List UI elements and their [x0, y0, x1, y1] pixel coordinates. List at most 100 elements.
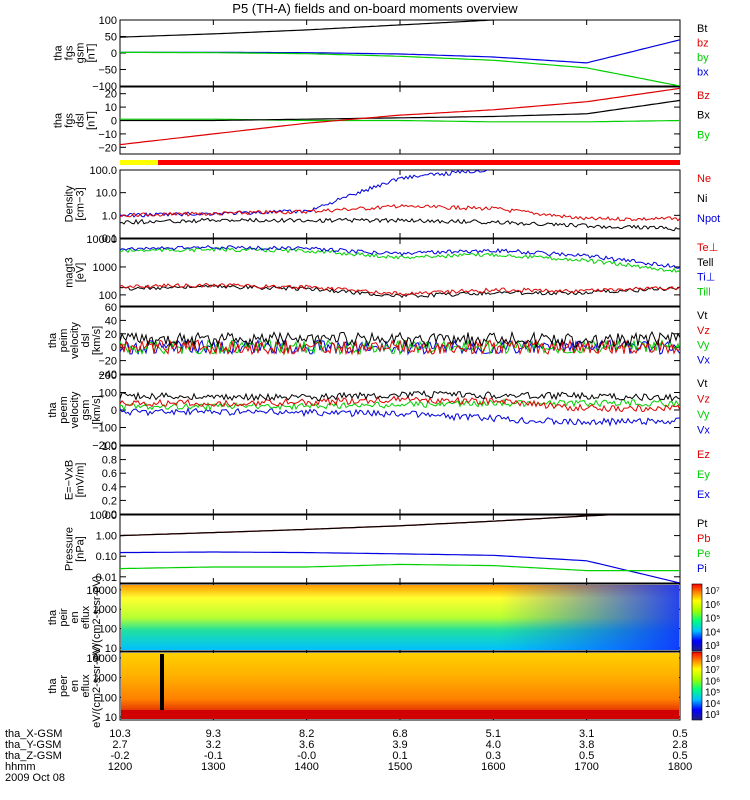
- y-axis-label-line: [mV/m]: [75, 463, 87, 498]
- y-tick-label: 10.0: [96, 188, 117, 200]
- y-axis-label-line: tha: [47, 677, 59, 693]
- y-tick-label: 50: [105, 32, 117, 44]
- time-axis-value: 10.3: [109, 728, 130, 740]
- panel-3: 100.0 10.0 1.0 0.1 Density[cm−3] Ne Ni Npot: [64, 165, 721, 245]
- panel-frame: [119, 445, 681, 515]
- series-bz: [120, 87, 680, 146]
- y-axis-label-line: velocity: [69, 391, 81, 428]
- y-axis-label-line: en: [69, 611, 81, 623]
- colorbar-label: 10⁶: [705, 600, 720, 611]
- y-tick-label: 10.00: [89, 510, 117, 522]
- time-axis-value: 4.0: [486, 739, 501, 751]
- legend-till: Till: [697, 286, 711, 298]
- y-axis-label-line: peer: [58, 675, 70, 697]
- y-axis-label-line: [eV]: [75, 263, 87, 283]
- spectrogram-lowflux: [500, 585, 679, 650]
- time-axis-row-label: tha_Z-GSM: [5, 750, 62, 762]
- y-tick-label: 10: [105, 712, 117, 724]
- series-vy: [120, 398, 680, 412]
- time-axis-value: 3.6: [299, 739, 314, 751]
- series-vt: [120, 330, 680, 349]
- panel-4: 10000 1000 100 magt3[eV] Te⊥ Tell Ti⊥ Till: [64, 234, 718, 307]
- y-axis-label-line: [nT]: [86, 111, 98, 130]
- colorbar-label: 10⁷: [705, 586, 720, 597]
- panel-7: 1.0 0.80.6 0.40.2 0.0 E=−VxB[mV/m] Ez Ey Ex: [64, 441, 711, 521]
- y-axis-label-line: fgs: [64, 113, 76, 128]
- y-tick-label: 1000: [93, 262, 117, 274]
- legend-vy: Vy: [697, 409, 710, 421]
- time-axis-value: 1300: [201, 761, 225, 773]
- y-axis-label-line: tha: [53, 112, 65, 128]
- y-tick-label: 100.0: [89, 165, 117, 177]
- panel-10: 10000100010010thapeerenefluxeV/(cm2-s-sr…: [47, 644, 681, 728]
- panel-frame: [119, 374, 681, 446]
- colorbar-label: 10⁴: [705, 627, 720, 638]
- y-axis-label-line: peir: [58, 608, 70, 627]
- y-axis-label-line: velocity: [69, 322, 81, 359]
- legend-bt: Bt: [697, 23, 707, 35]
- time-axis-value: 1200: [108, 761, 132, 773]
- y-tick-label: 100: [99, 290, 117, 302]
- spectrogram-lowband: [121, 710, 679, 719]
- mode-bar-slow: [120, 160, 158, 165]
- y-tick-label: 0: [111, 116, 117, 128]
- legend-vt: Vt: [697, 378, 707, 390]
- time-axis-value: 3.2: [206, 739, 221, 751]
- legend-ex: Ex: [697, 489, 710, 501]
- y-tick-label: 100: [99, 692, 117, 704]
- y-tick-label: −20: [98, 142, 117, 154]
- y-tick-label: 10: [105, 643, 117, 655]
- time-axis-value: 1500: [388, 761, 412, 773]
- y-tick-label: −200: [92, 440, 117, 452]
- series-bx: [120, 39, 680, 64]
- y-tick-label: −100: [92, 81, 117, 93]
- series-pi: [120, 551, 680, 583]
- y-tick-label: 0.01: [96, 572, 117, 584]
- y-tick-label: 1000: [93, 604, 117, 616]
- time-axis-value: 1800: [668, 761, 692, 773]
- colorbar-label: 10⁸: [705, 654, 720, 665]
- series-vz: [120, 338, 680, 356]
- colorbar-label: 10⁴: [705, 699, 720, 710]
- series-pe: [120, 563, 680, 572]
- legend-pe: Pe: [697, 548, 710, 560]
- time-axis-value: 8.2: [299, 728, 314, 740]
- y-tick-label: 10000: [86, 234, 117, 246]
- y-tick-label: −20: [98, 356, 117, 368]
- y-axis-label-line: dsl: [75, 113, 87, 127]
- y-axis-label-line: Pressure: [64, 527, 76, 571]
- time-axis-value: 9.3: [206, 728, 221, 740]
- y-tick-label: 0: [111, 48, 117, 60]
- colorbar-label: 10⁵: [705, 614, 720, 625]
- time-axis-value: -0.2: [111, 750, 130, 762]
- time-axis-value: 0.5: [579, 750, 594, 762]
- y-axis-label-line: fgs: [64, 45, 76, 60]
- legend-te: Te⊥: [697, 242, 718, 254]
- series-bx: [120, 99, 680, 122]
- time-axis-value: 0.1: [392, 750, 407, 762]
- legend-vx: Vx: [697, 425, 710, 437]
- legend-tell: Tell: [697, 257, 714, 269]
- legend-pi: Pi: [697, 563, 707, 575]
- date-label: 2009 Oct 08: [5, 772, 65, 784]
- y-axis-label: thapeirenefluxeV/(cm2-s-sr-eV): [47, 576, 103, 660]
- series-vz: [120, 395, 680, 413]
- legend-ey: Ey: [697, 469, 710, 481]
- time-axis-value: 0.3: [486, 750, 501, 762]
- y-axis-label-line: gsm: [75, 43, 87, 64]
- y-axis-label-line: eflux: [80, 674, 92, 698]
- colorbar-label: 10³: [705, 710, 720, 721]
- time-axis-row-label: hhmm: [5, 761, 36, 773]
- legend-ni: Ni: [697, 193, 707, 205]
- legend-bx: Bx: [697, 110, 710, 122]
- time-axis-value: 1600: [481, 761, 505, 773]
- colorbar-label: 10³: [705, 641, 720, 652]
- y-axis-label-line: gsm: [80, 400, 92, 421]
- series-bt: [120, 20, 502, 38]
- series-pt: [120, 515, 618, 537]
- colorbar-label: 10⁶: [705, 676, 720, 687]
- y-axis-label: magt3[eV]: [64, 257, 87, 288]
- y-axis-label-line: en: [69, 680, 81, 692]
